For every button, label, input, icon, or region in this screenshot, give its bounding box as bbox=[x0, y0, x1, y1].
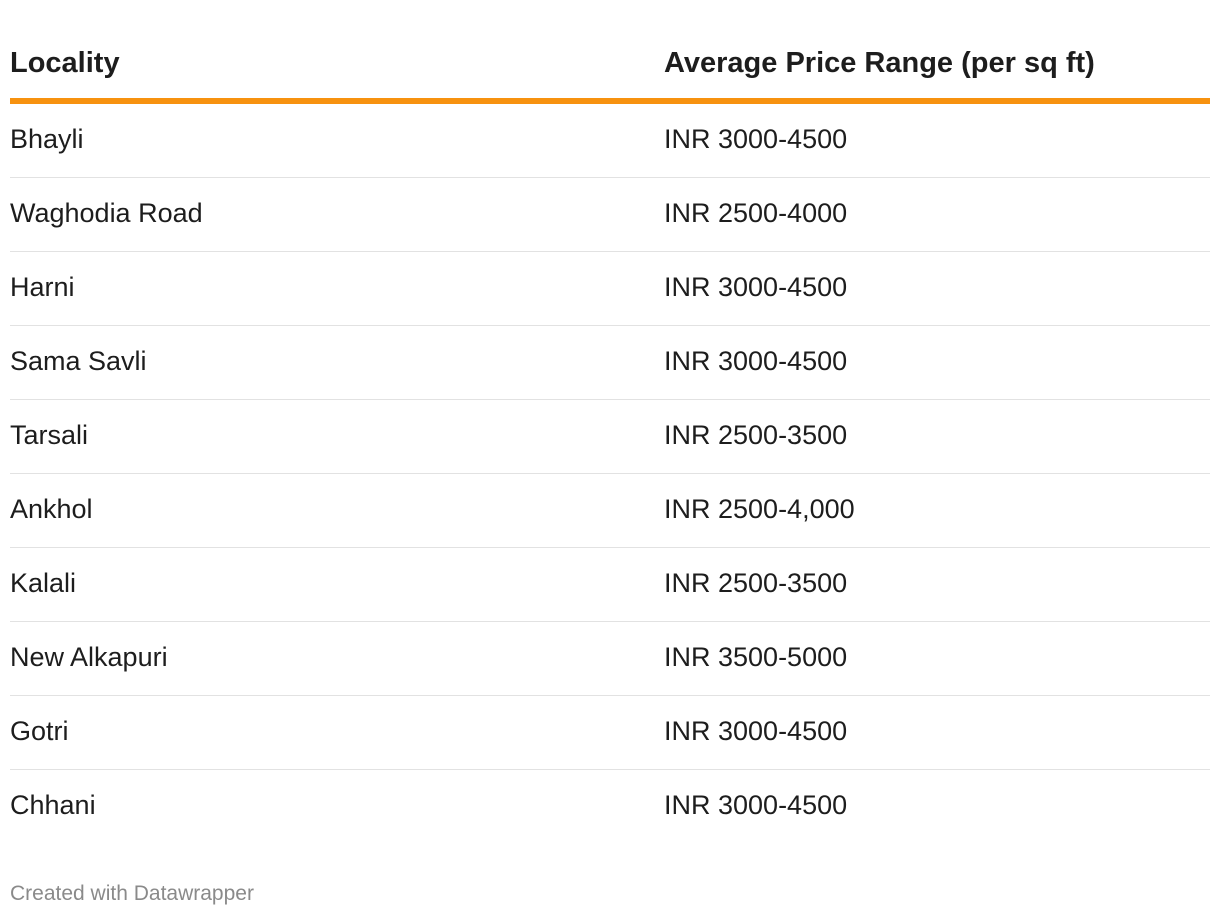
credit-footer: Created with Datawrapper bbox=[10, 882, 254, 905]
locality-cell: Chhani bbox=[10, 790, 96, 820]
locality-cell: Tarsali bbox=[10, 420, 89, 450]
table-row: Harni INR 3000-4500 bbox=[10, 252, 1210, 326]
price-range-cell: INR 3000-4500 bbox=[664, 124, 848, 154]
table-row: Kalali INR 2500-3500 bbox=[10, 548, 1210, 622]
price-table: Locality Average Price Range (per sq ft)… bbox=[10, 0, 1210, 843]
table-row: Gotri INR 3000-4500 bbox=[10, 696, 1210, 770]
price-range-cell: INR 3000-4500 bbox=[664, 346, 848, 376]
table-row: Bhayli INR 3000-4500 bbox=[10, 104, 1210, 178]
header-locality: Locality bbox=[10, 47, 120, 79]
price-range-cell: INR 3000-4500 bbox=[664, 790, 848, 820]
locality-cell: Harni bbox=[10, 272, 75, 302]
table-row: Ankhol INR 2500-4,000 bbox=[10, 474, 1210, 548]
locality-cell: Bhayli bbox=[10, 124, 84, 154]
price-range-cell: INR 2500-4000 bbox=[664, 198, 848, 228]
table-header: Locality Average Price Range (per sq ft) bbox=[10, 0, 1210, 104]
locality-cell: Ankhol bbox=[10, 494, 93, 524]
price-range-cell: INR 3000-4500 bbox=[664, 272, 848, 302]
table-row: Tarsali INR 2500-3500 bbox=[10, 400, 1210, 474]
table-row: Waghodia Road INR 2500-4000 bbox=[10, 178, 1210, 252]
locality-cell: Sama Savli bbox=[10, 346, 147, 376]
price-range-cell: INR 2500-3500 bbox=[664, 420, 848, 450]
price-range-cell: INR 3500-5000 bbox=[664, 642, 848, 672]
locality-cell: Waghodia Road bbox=[10, 198, 203, 228]
locality-cell: Gotri bbox=[10, 716, 69, 746]
locality-cell: New Alkapuri bbox=[10, 642, 168, 672]
price-range-cell: INR 3000-4500 bbox=[664, 716, 848, 746]
header-price-range: Average Price Range (per sq ft) bbox=[664, 47, 1095, 79]
locality-cell: Kalali bbox=[10, 568, 77, 598]
table-row: New Alkapuri INR 3500-5000 bbox=[10, 622, 1210, 696]
table-body: Bhayli INR 3000-4500 Waghodia Road INR 2500… bbox=[10, 104, 1210, 843]
table-row: Chhani INR 3000-4500 bbox=[10, 770, 1210, 843]
price-range-cell: INR 2500-4,000 bbox=[664, 494, 855, 524]
price-range-cell: INR 2500-3500 bbox=[664, 568, 848, 598]
table-row: Sama Savli INR 3000-4500 bbox=[10, 326, 1210, 400]
